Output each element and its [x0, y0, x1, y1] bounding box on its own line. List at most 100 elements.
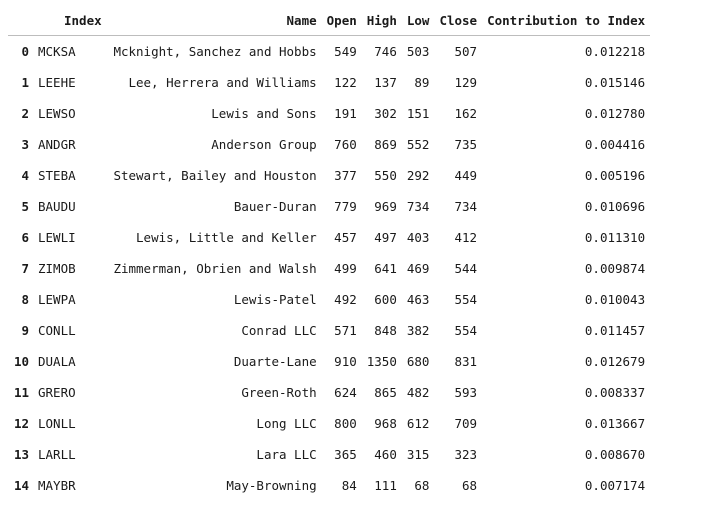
- cell-open: 571: [334, 323, 357, 338]
- row-label: 14: [13, 478, 29, 493]
- cell-index: STEBA: [38, 168, 76, 183]
- cell-contribution-to-index: 0.012679: [584, 354, 646, 369]
- cell-low: 503: [406, 44, 430, 59]
- cell-close: 554: [454, 292, 478, 307]
- cell-high: 137: [374, 75, 397, 90]
- cell-index: CONLL: [38, 323, 76, 338]
- cell-high: 550: [374, 168, 397, 183]
- column-header-index: Index: [34, 5, 107, 36]
- cell-high: 111: [374, 478, 397, 493]
- cell-contribution-to-index: 0.011457: [584, 323, 646, 338]
- table-row: 2 LEWSO Lewis and Sons 191 302 151 162 0.012780: [8, 98, 650, 129]
- table-header: Index Name Open High Low Close Contribution to…: [8, 5, 651, 36]
- cell-low: 482: [406, 385, 430, 400]
- cell-name: Stewart, Bailey and Houston: [113, 168, 317, 183]
- column-header-low: Low: [401, 5, 435, 36]
- cell-contribution-to-index: 0.015146: [584, 75, 646, 90]
- cell-name: Bauer-Duran: [233, 199, 317, 214]
- column-header-high: High: [361, 5, 402, 36]
- row-label: 1: [21, 75, 29, 90]
- column-header-name: Name: [106, 5, 322, 36]
- cell-high: 641: [374, 261, 397, 276]
- dataframe-output: Index Name Open High Low Close Contribution to…: [8, 5, 651, 502]
- cell-low: 403: [406, 230, 430, 245]
- cell-low: 469: [406, 261, 430, 276]
- row-label: 4: [21, 168, 29, 183]
- cell-high: 869: [374, 137, 397, 152]
- header-row: Index Name Open High Low Close Contribution to…: [8, 5, 651, 36]
- column-header-open: Open: [321, 5, 362, 36]
- cell-open: 910: [334, 354, 357, 369]
- row-label: 2: [21, 106, 29, 121]
- cell-low: 612: [406, 416, 430, 431]
- cell-low: 292: [406, 168, 430, 183]
- cell-close: 831: [454, 354, 478, 369]
- cell-contribution-to-index: 0.004416: [584, 137, 646, 152]
- row-label: 7: [21, 261, 29, 276]
- cell-low: 552: [406, 137, 430, 152]
- cell-high: 865: [374, 385, 397, 400]
- cell-low: 463: [406, 292, 430, 307]
- cell-high: 848: [374, 323, 397, 338]
- cell-name: Lewis and Sons: [211, 106, 317, 121]
- cell-open: 457: [334, 230, 357, 245]
- row-label: 9: [21, 323, 29, 338]
- cell-close: 412: [454, 230, 478, 245]
- table-row: 3 ANDGR Anderson Group 760 869 552 735 0.004416: [8, 129, 650, 160]
- cell-low: 734: [406, 199, 430, 214]
- row-label: 6: [21, 230, 29, 245]
- cell-high: 746: [374, 44, 397, 59]
- cell-high: 497: [374, 230, 397, 245]
- cell-contribution-to-index: 0.008670: [584, 447, 646, 462]
- cell-low: 382: [406, 323, 430, 338]
- cell-close: 734: [454, 199, 478, 214]
- table-row: 6 LEWLI Lewis, Little and Keller 457 497 403 4…: [8, 222, 650, 253]
- cell-contribution-to-index: 0.012780: [584, 106, 646, 121]
- cell-index: ZIMOB: [38, 261, 76, 276]
- cell-contribution-to-index: 0.010043: [584, 292, 646, 307]
- cell-contribution-to-index: 0.009874: [584, 261, 646, 276]
- cell-index: LARLL: [38, 447, 76, 462]
- cell-close: 162: [454, 106, 478, 121]
- column-header-close: Close: [434, 5, 483, 36]
- table-body: 0 MCKSA Mcknight, Sanchez and Hobbs 549 746 5…: [8, 36, 650, 502]
- cell-index: LONLL: [38, 416, 76, 431]
- cell-open: 800: [334, 416, 357, 431]
- cell-open: 122: [334, 75, 357, 90]
- cell-index: LEWPA: [38, 292, 76, 307]
- row-label: 11: [13, 385, 29, 400]
- cell-low: 89: [414, 75, 430, 90]
- row-label: 3: [21, 137, 29, 152]
- cell-high: 1350: [366, 354, 397, 369]
- table-row: 12 LONLL Long LLC 800 968 612 709 0.013667: [8, 408, 650, 439]
- cell-contribution-to-index: 0.008337: [584, 385, 646, 400]
- row-label: 12: [13, 416, 29, 431]
- row-label: 13: [13, 447, 29, 462]
- table-row: 4 STEBA Stewart, Bailey and Houston 377 550 2…: [8, 160, 650, 191]
- cell-name: Mcknight, Sanchez and Hobbs: [113, 44, 317, 59]
- cell-name: Lewis-Patel: [233, 292, 317, 307]
- cell-index: LEEHE: [38, 75, 76, 90]
- cell-name: Zimmerman, Obrien and Walsh: [113, 261, 317, 276]
- cell-name: Anderson Group: [211, 137, 317, 152]
- cell-low: 151: [406, 106, 430, 121]
- cell-high: 600: [374, 292, 397, 307]
- cell-contribution-to-index: 0.010696: [584, 199, 646, 214]
- table-row: 11 GRERO Green-Roth 624 865 482 593 0.008337: [8, 377, 650, 408]
- cell-name: Green-Roth: [241, 385, 317, 400]
- cell-close: 323: [454, 447, 478, 462]
- cell-open: 492: [334, 292, 357, 307]
- cell-index: LEWLI: [38, 230, 76, 245]
- cell-index: MCKSA: [38, 44, 76, 59]
- row-label: 10: [13, 354, 29, 369]
- cell-close: 544: [454, 261, 478, 276]
- cell-open: 377: [334, 168, 357, 183]
- cell-open: 365: [334, 447, 357, 462]
- cell-close: 68: [462, 478, 478, 493]
- table-row: 0 MCKSA Mcknight, Sanchez and Hobbs 549 746 5…: [8, 36, 650, 68]
- cell-open: 549: [334, 44, 357, 59]
- cell-high: 968: [374, 416, 397, 431]
- cell-name: Conrad LLC: [241, 323, 317, 338]
- cell-close: 554: [454, 323, 478, 338]
- cell-index: ANDGR: [38, 137, 76, 152]
